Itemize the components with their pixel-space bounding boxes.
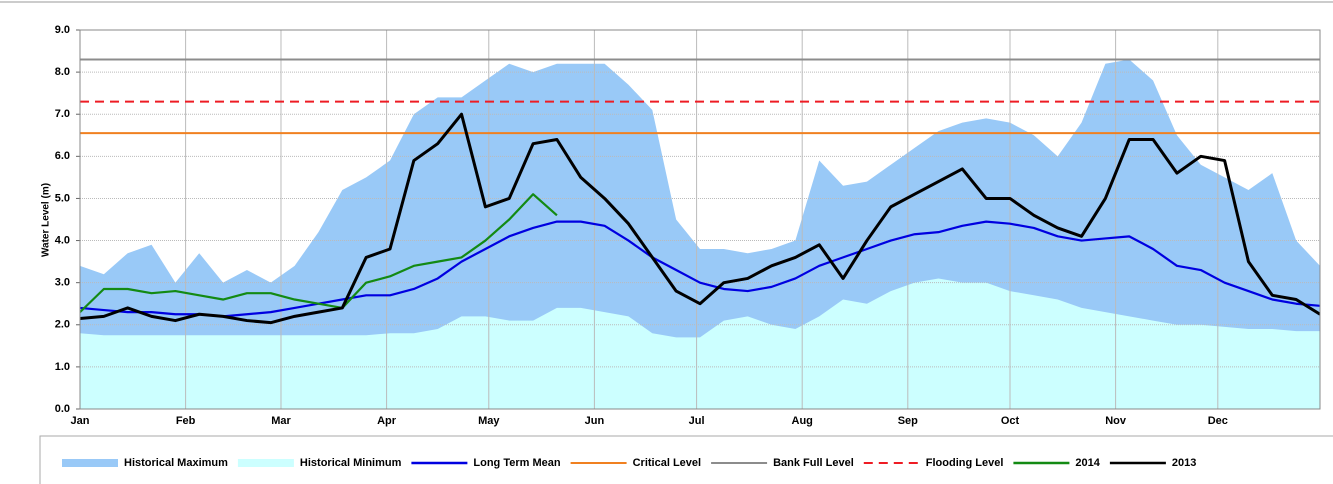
x-tick-label: Sep xyxy=(898,415,918,427)
y-tick-label: 3.0 xyxy=(55,277,70,289)
x-tick-label: Jul xyxy=(689,415,705,427)
line xyxy=(80,112,1320,325)
x-tick-label: Nov xyxy=(1105,415,1127,427)
legend-label: 2013 xyxy=(1172,457,1196,469)
y-tick-label: 5.0 xyxy=(55,192,70,204)
legend-label: Bank Full Level xyxy=(773,457,854,469)
y-tick-label: 8.0 xyxy=(55,66,70,78)
x-tick-label: Aug xyxy=(792,415,813,427)
y-tick-label: 9.0 xyxy=(55,24,70,36)
y-tick-label: 4.0 xyxy=(55,234,70,246)
legend-label: Long Term Mean xyxy=(473,457,560,469)
legend-label: Historical Minimum xyxy=(300,457,402,469)
x-tick-label: Mar xyxy=(271,415,291,427)
x-tick-label: May xyxy=(478,415,500,427)
legend-label: Historical Maximum xyxy=(124,457,228,469)
line xyxy=(80,193,558,313)
legend-label: Critical Level xyxy=(633,457,701,469)
x-tick-label: Jun xyxy=(585,415,605,427)
x-tick-label: Jan xyxy=(71,415,90,427)
x-tick-label: Oct xyxy=(1001,415,1020,427)
line xyxy=(80,220,1320,318)
legend: Historical Maximum Historical Minimum Long… xyxy=(62,457,1196,469)
y-tick-label: 2.0 xyxy=(55,319,70,331)
y-axis-label: Water Level (m) xyxy=(41,183,52,257)
x-tick-label: Feb xyxy=(176,415,196,427)
y-tick-label: 7.0 xyxy=(55,108,70,120)
y-tick-label: 1.0 xyxy=(55,361,70,373)
x-tick-label: Dec xyxy=(1208,415,1228,427)
legend-label: Flooding Level xyxy=(926,457,1004,469)
plot-border xyxy=(79,29,1321,410)
plot-area xyxy=(80,29,1320,410)
y-tick-label: 6.0 xyxy=(55,150,70,162)
y-tick-label: 0.0 xyxy=(55,403,70,415)
x-tick-label: Apr xyxy=(377,415,397,427)
legend-label: 2014 xyxy=(1075,457,1100,469)
